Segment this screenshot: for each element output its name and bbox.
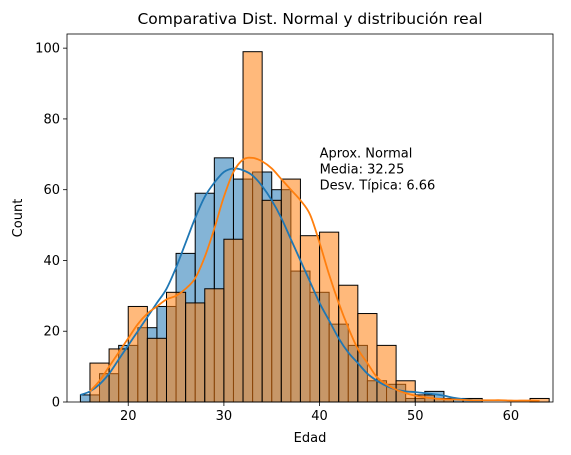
kde-curve xyxy=(89,156,540,402)
histogram-bar xyxy=(357,313,378,403)
histogram-bar xyxy=(280,178,301,403)
axes-frame xyxy=(66,33,554,403)
histogram-bar xyxy=(146,337,167,403)
y-axis-label: Count xyxy=(11,199,26,238)
histogram-bar xyxy=(376,344,397,403)
x-axis-label: Edad xyxy=(294,431,327,446)
y-axis: 0 20 40 60 80 100 xyxy=(35,42,67,411)
kde-curve xyxy=(80,167,473,402)
y-tick-label: 40 xyxy=(43,254,60,269)
histogram-bar xyxy=(242,51,263,403)
histogram-bar xyxy=(185,302,206,403)
histogram-bar xyxy=(223,238,244,403)
histogram-bar xyxy=(108,348,129,403)
histogram-bar xyxy=(261,199,282,403)
y-tick-label: 100 xyxy=(35,42,60,57)
x-tick-label: 50 xyxy=(407,409,424,424)
histogram-bar xyxy=(299,235,321,403)
annotation-line: Desv. Típica: 6.66 xyxy=(320,178,436,193)
x-tick-label: 40 xyxy=(311,409,328,424)
histogram-bar xyxy=(89,362,110,403)
y-tick-label: 60 xyxy=(43,183,60,198)
y-tick-label: 80 xyxy=(43,112,60,127)
histogram-bar xyxy=(204,288,225,403)
x-axis: 20 30 40 50 60 xyxy=(120,402,519,424)
annotation-line: Aprox. Normal xyxy=(320,146,413,161)
x-tick-label: 30 xyxy=(216,409,233,424)
y-tick-label: 0 xyxy=(52,396,60,411)
x-tick-label: 60 xyxy=(503,409,520,424)
histogram-bar xyxy=(319,231,340,403)
chart-title: Comparativa Dist. Normal y distribución … xyxy=(137,10,482,28)
stats-annotation: Aprox. Normal Media: 32.25 Desv. Típica:… xyxy=(320,146,436,193)
histogram-bar xyxy=(165,291,187,403)
plot-area xyxy=(79,51,550,403)
y-tick-label: 20 xyxy=(43,325,60,340)
x-tick-label: 20 xyxy=(120,409,137,424)
annotation-line: Media: 32.25 xyxy=(320,162,405,177)
